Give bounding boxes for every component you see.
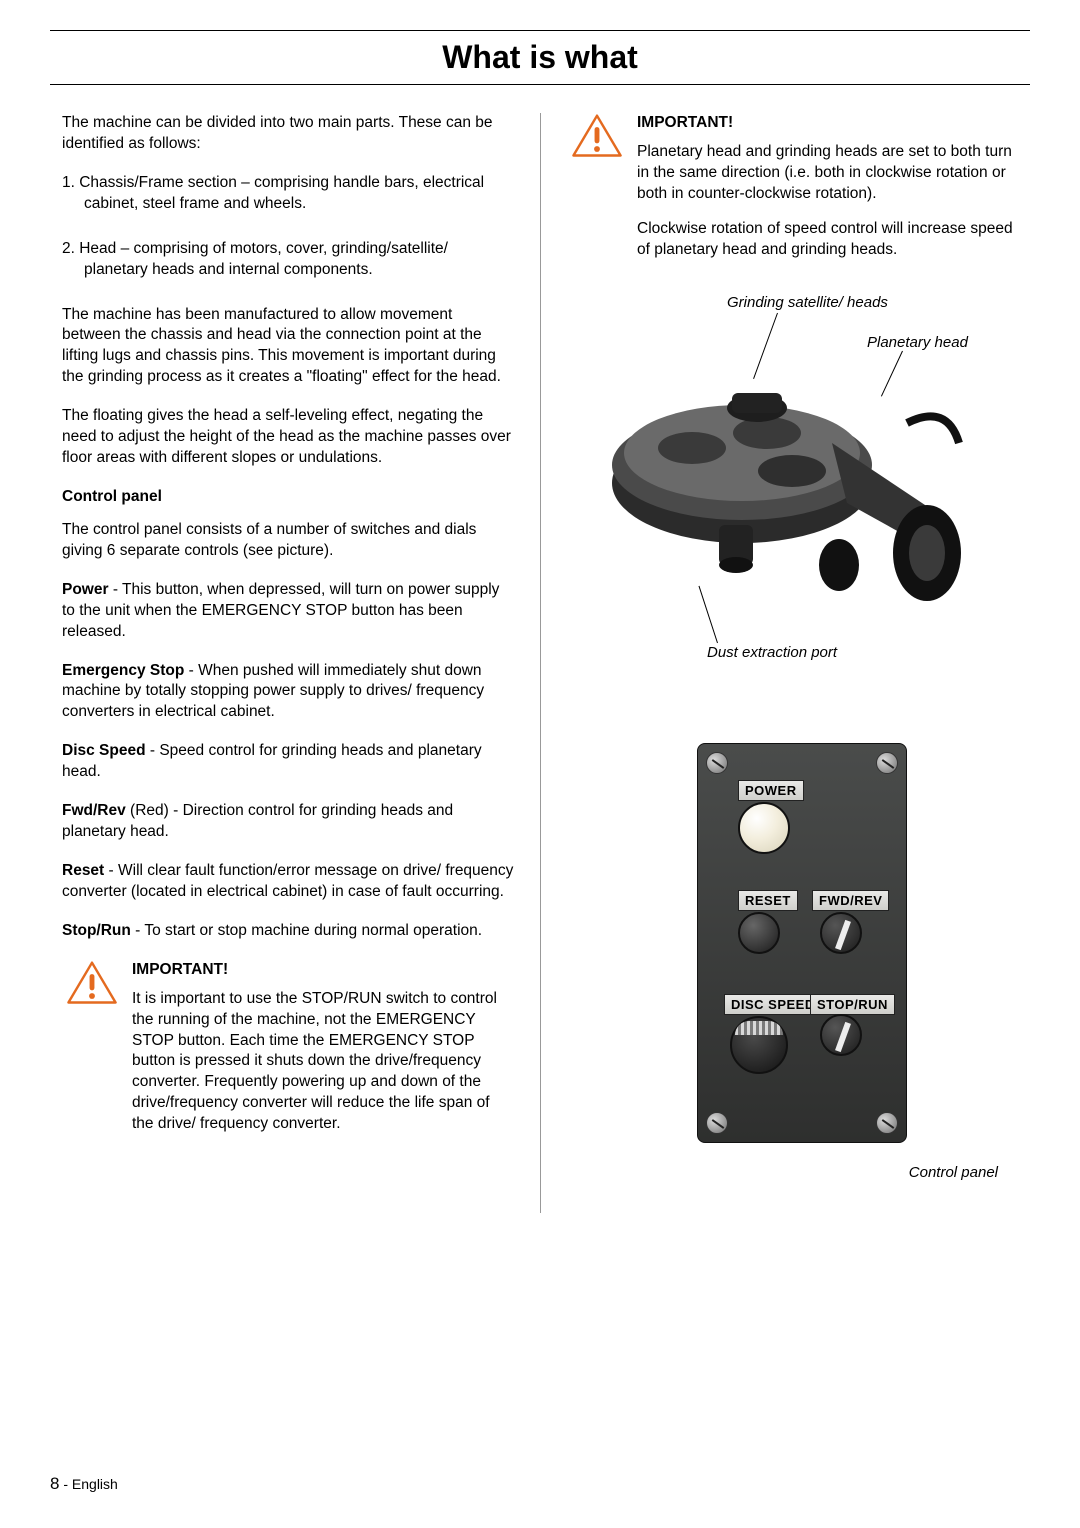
- left-column: The machine can be divided into two main…: [50, 113, 540, 1213]
- callout-label: Grinding satellite/ heads: [727, 293, 888, 313]
- warning-icon: [66, 960, 118, 1006]
- fwdrev-label: FWD/REV: [812, 890, 889, 912]
- list-item: 2. Head – comprising of motors, cover, g…: [62, 239, 514, 281]
- callout-label: Planetary head: [867, 333, 968, 353]
- body-text: The machine has been manufactured to all…: [62, 305, 514, 389]
- screw-icon: [876, 752, 898, 774]
- body-text: The control panel consists of a number o…: [62, 520, 514, 562]
- page-title: What is what: [50, 37, 1030, 78]
- reset-label: RESET: [738, 890, 798, 912]
- figure-caption: Control panel: [909, 1163, 998, 1183]
- term: Reset: [62, 862, 104, 879]
- term: Fwd/Rev: [62, 802, 126, 819]
- important-note: IMPORTANT! It is important to use the ST…: [62, 960, 514, 1149]
- warning-icon: [571, 113, 623, 159]
- power-button: [738, 802, 790, 854]
- definition: - To start or stop machine during normal…: [131, 922, 482, 939]
- body-text: The floating gives the head a self-level…: [62, 406, 514, 469]
- footer-lang: - English: [59, 1476, 117, 1492]
- fwdrev-switch: [820, 912, 862, 954]
- definition: - Will clear fault function/error messag…: [62, 862, 513, 900]
- callout-label: Dust extraction port: [707, 643, 837, 663]
- term: Disc Speed: [62, 742, 146, 759]
- parts-list: 1. Chassis/Frame section – comprising ha…: [62, 173, 514, 281]
- stoprun-label: STOP/RUN: [810, 994, 895, 1016]
- term: Power: [62, 581, 109, 598]
- term: Emergency Stop: [62, 662, 184, 679]
- note-text: Planetary head and grinding heads are se…: [637, 142, 1018, 205]
- definition: - This button, when depressed, will turn…: [62, 581, 499, 640]
- control-panel-heading: Control panel: [62, 487, 514, 508]
- screw-icon: [706, 752, 728, 774]
- list-item: 1. Chassis/Frame section – comprising ha…: [62, 173, 514, 215]
- disc-speed-dial: [730, 1016, 788, 1074]
- controls-definitions: Power - This button, when depressed, wil…: [62, 580, 514, 942]
- discspeed-label: DISC SPEED: [724, 994, 822, 1016]
- machine-illustration: [607, 353, 977, 633]
- page-footer: 8 - English: [50, 1474, 118, 1494]
- important-label: IMPORTANT!: [637, 113, 1018, 134]
- control-panel-figure: POWER RESET FWD/REV DISC SPEED STOP/RUN …: [567, 743, 1018, 1213]
- control-panel-illustration: POWER RESET FWD/REV DISC SPEED STOP/RUN: [697, 743, 907, 1143]
- screw-icon: [876, 1112, 898, 1134]
- intro-text: The machine can be divided into two main…: [62, 113, 514, 155]
- note-text: Clockwise rotation of speed control will…: [637, 219, 1018, 261]
- reset-button: [738, 912, 780, 954]
- term: Stop/Run: [62, 922, 131, 939]
- screw-icon: [706, 1112, 728, 1134]
- rule-bottom: [50, 84, 1030, 85]
- stoprun-switch: [820, 1014, 862, 1056]
- rule-top: [50, 30, 1030, 31]
- right-column: IMPORTANT! Planetary head and grinding h…: [540, 113, 1030, 1213]
- power-label: POWER: [738, 780, 804, 802]
- machine-figure: Grinding satellite/ heads Planetary head: [567, 293, 1018, 673]
- note-text: It is important to use the STOP/RUN swit…: [132, 989, 514, 1135]
- important-note: IMPORTANT! Planetary head and grinding h…: [567, 113, 1018, 275]
- important-label: IMPORTANT!: [132, 960, 514, 981]
